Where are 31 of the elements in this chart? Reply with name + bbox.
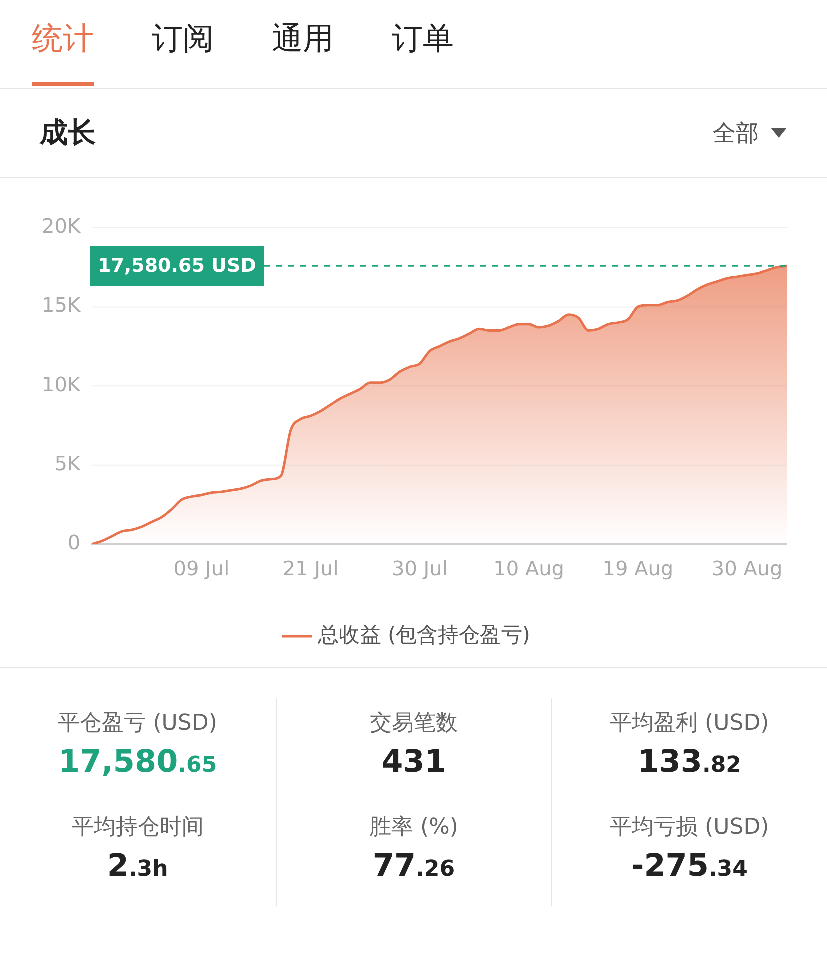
y-tick-label: 0: [68, 530, 81, 554]
x-tick-label: 30 Aug: [712, 556, 783, 580]
text: 77.26: [372, 848, 456, 884]
text: 通用: [272, 20, 334, 59]
ref-line-label: 17,580.65 USD: [98, 255, 256, 278]
y-tick-label: 5K: [54, 451, 82, 476]
text: 订单: [392, 20, 454, 59]
text: 统计: [32, 20, 94, 59]
text: 平均持仓时间: [70, 814, 205, 842]
x-tick-label: 21 Jul: [282, 556, 339, 580]
x-tick-label: 30 Jul: [392, 556, 448, 580]
text: -275.34: [630, 848, 749, 884]
y-tick-label: 20K: [42, 214, 82, 238]
text: 431: [380, 744, 448, 780]
y-tick-label: 10K: [42, 372, 82, 396]
text: 133.82: [636, 744, 742, 780]
x-tick-label: 09 Jul: [174, 556, 230, 580]
y-tick-label: 15K: [42, 293, 82, 318]
text: 平均亏损 (USD): [609, 814, 770, 842]
chart-title: 成长: [40, 115, 96, 151]
text: 订阅: [152, 20, 214, 59]
text: 交易笔数: [368, 710, 459, 738]
text: 17,580.65: [58, 744, 218, 780]
text: 平均盈利 (USD): [609, 710, 770, 738]
text: 平仓盈亏 (USD): [57, 710, 218, 738]
x-tick-label: 10 Aug: [494, 556, 564, 580]
text: 2.3h: [106, 848, 170, 884]
legend-label: 总收益 (包含持仓盈亏): [317, 623, 530, 647]
x-tick-label: 19 Aug: [602, 556, 674, 580]
text: 胜率 (%): [368, 814, 460, 842]
text: 全部: [713, 120, 759, 148]
